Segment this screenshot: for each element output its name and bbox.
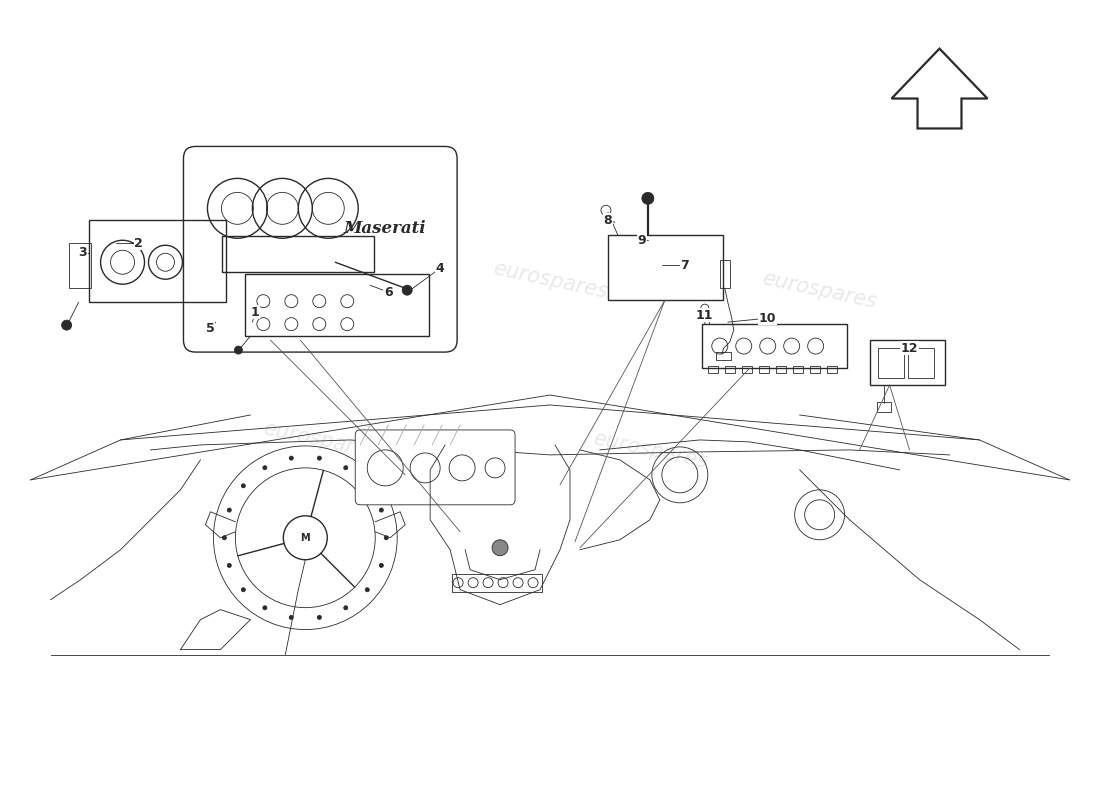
Circle shape xyxy=(241,588,245,592)
Text: eurospares: eurospares xyxy=(221,238,340,282)
Bar xyxy=(877,402,891,412)
Circle shape xyxy=(228,508,231,512)
Bar xyxy=(702,324,847,368)
FancyBboxPatch shape xyxy=(184,146,458,352)
Text: 7: 7 xyxy=(681,258,690,272)
Bar xyxy=(759,366,769,373)
Circle shape xyxy=(263,466,267,470)
Circle shape xyxy=(234,346,242,354)
FancyBboxPatch shape xyxy=(355,430,515,505)
Circle shape xyxy=(344,606,348,610)
Circle shape xyxy=(318,615,321,619)
Bar xyxy=(222,236,374,272)
Circle shape xyxy=(642,192,653,204)
Text: 6: 6 xyxy=(384,286,393,298)
Bar xyxy=(608,235,723,300)
Bar xyxy=(878,348,903,378)
Circle shape xyxy=(263,606,267,610)
Circle shape xyxy=(365,484,370,488)
Circle shape xyxy=(289,456,294,460)
Text: eurospares: eurospares xyxy=(760,268,879,312)
Circle shape xyxy=(344,466,348,470)
Circle shape xyxy=(379,508,383,512)
Text: 5: 5 xyxy=(206,322,214,334)
Bar xyxy=(725,366,735,373)
Circle shape xyxy=(222,536,227,540)
Bar xyxy=(793,366,803,373)
Bar xyxy=(719,260,729,288)
Text: Maserati: Maserati xyxy=(344,220,427,237)
Circle shape xyxy=(289,615,294,619)
Bar xyxy=(870,340,945,385)
Text: 4: 4 xyxy=(436,262,444,274)
Text: 3: 3 xyxy=(78,246,87,258)
Bar xyxy=(908,348,934,378)
Bar xyxy=(741,366,751,373)
Text: eurospares: eurospares xyxy=(261,418,380,462)
Bar xyxy=(776,366,785,373)
Text: 8: 8 xyxy=(604,214,613,227)
Bar xyxy=(452,574,542,592)
Text: 12: 12 xyxy=(901,342,918,354)
Circle shape xyxy=(384,536,388,540)
Polygon shape xyxy=(892,49,988,129)
Circle shape xyxy=(403,285,412,295)
Bar xyxy=(245,274,429,336)
Bar xyxy=(707,366,718,373)
Circle shape xyxy=(62,320,72,330)
Text: 11: 11 xyxy=(696,309,714,322)
Text: 2: 2 xyxy=(134,237,143,250)
Text: M: M xyxy=(300,533,310,542)
Bar xyxy=(827,366,837,373)
Text: eurospares: eurospares xyxy=(591,428,710,472)
Circle shape xyxy=(379,563,383,567)
Bar xyxy=(68,243,90,288)
Circle shape xyxy=(365,588,370,592)
Circle shape xyxy=(228,563,231,567)
Text: 9: 9 xyxy=(638,234,646,246)
Circle shape xyxy=(318,456,321,460)
Bar xyxy=(716,352,730,360)
Text: 10: 10 xyxy=(759,312,777,325)
Bar xyxy=(810,366,820,373)
Bar xyxy=(89,220,227,302)
Text: 1: 1 xyxy=(251,306,260,318)
Text: eurospares: eurospares xyxy=(491,258,609,302)
Circle shape xyxy=(492,540,508,556)
Circle shape xyxy=(241,484,245,488)
